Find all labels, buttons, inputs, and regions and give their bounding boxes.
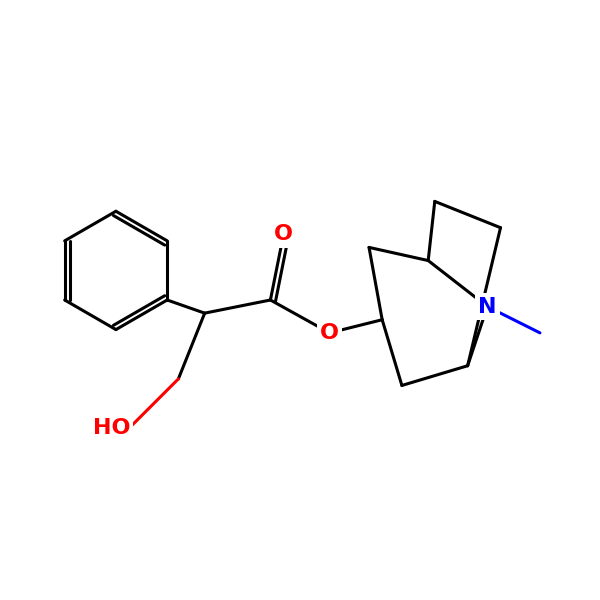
Text: N: N xyxy=(478,296,497,317)
Text: O: O xyxy=(320,323,339,343)
Text: O: O xyxy=(274,224,293,244)
Text: HO: HO xyxy=(92,418,130,438)
